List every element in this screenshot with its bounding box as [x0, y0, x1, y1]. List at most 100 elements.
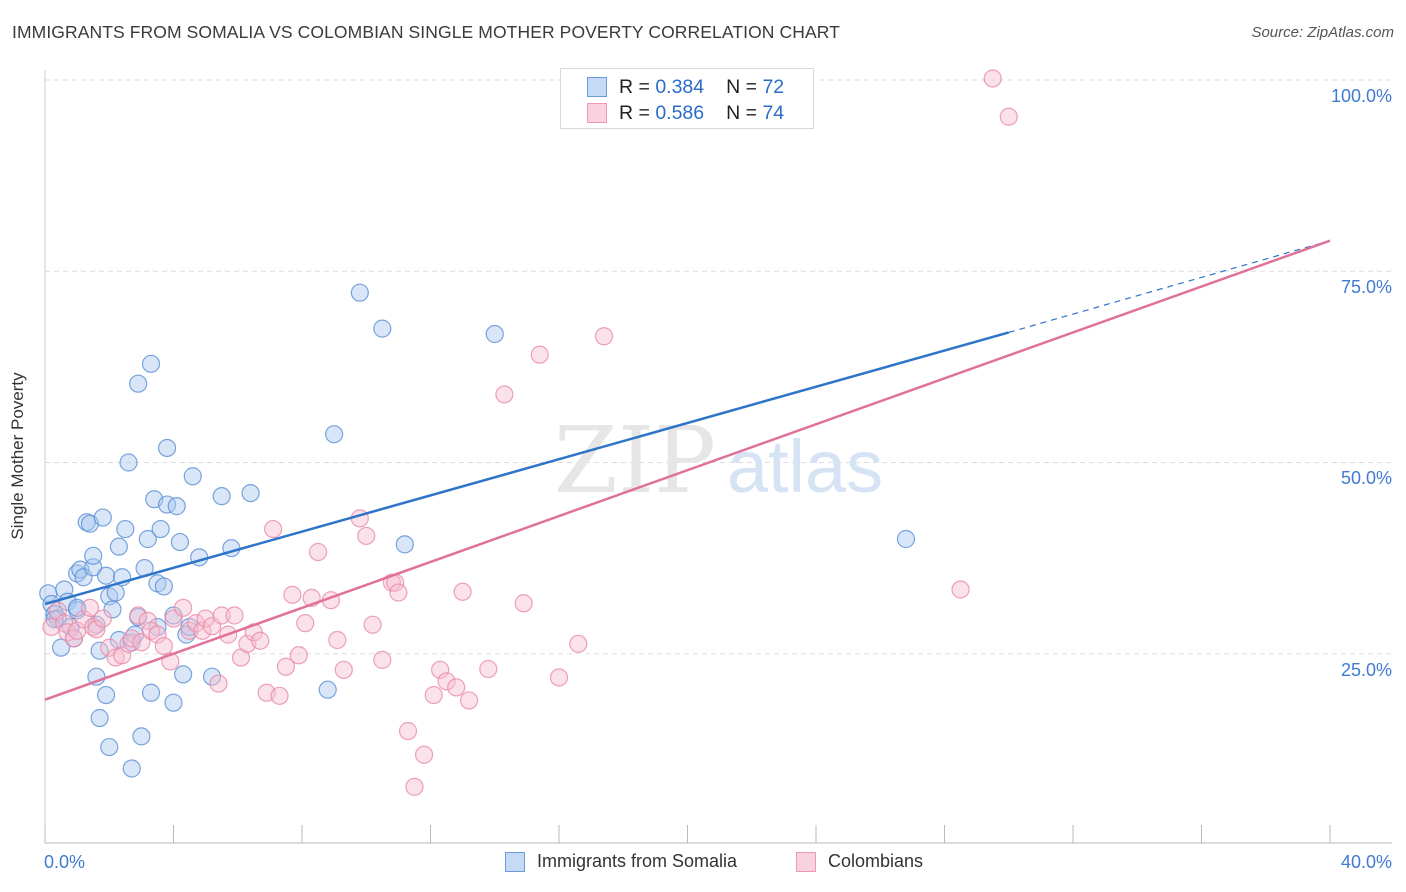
- point-somalia: [119, 453, 138, 472]
- point-colombians: [112, 646, 132, 665]
- legend-swatch-colombians: [587, 103, 607, 123]
- point-colombians: [334, 660, 353, 679]
- point-somalia: [141, 354, 161, 373]
- point-somalia: [241, 484, 260, 503]
- y-tick-label: 100.0%: [1330, 86, 1392, 106]
- point-somalia: [96, 566, 116, 585]
- legend-row-somalia: R = 0.384 N = 72: [587, 75, 784, 99]
- point-somalia: [212, 487, 231, 506]
- point-colombians: [93, 609, 112, 628]
- point-colombians: [154, 636, 173, 656]
- point-colombians: [594, 327, 614, 346]
- chart-title: IMMIGRANTS FROM SOMALIA VS COLOMBIAN SIN…: [12, 22, 840, 42]
- series-legend: Immigrants from Somalia Colombians: [0, 851, 1406, 879]
- point-somalia: [174, 665, 193, 684]
- point-somalia: [116, 519, 135, 539]
- point-colombians: [308, 542, 328, 562]
- point-somalia: [90, 708, 109, 728]
- trend-line-somalia-extension: [1008, 240, 1331, 334]
- point-somalia: [138, 529, 157, 549]
- legend-row-colombians: R = 0.586 N = 74: [587, 101, 784, 125]
- point-colombians: [453, 582, 472, 601]
- point-colombians: [431, 660, 450, 679]
- point-somalia: [164, 693, 183, 712]
- point-colombians: [549, 668, 569, 687]
- watermark-atlas: atlas: [727, 425, 883, 508]
- trend-line-somalia: [44, 331, 1010, 606]
- legend-r-label: R =: [619, 101, 650, 124]
- point-colombians: [87, 620, 106, 639]
- point-somalia: [202, 667, 222, 686]
- legend-r-value: 0.586: [655, 101, 705, 124]
- point-colombians: [389, 583, 408, 602]
- point-colombians: [212, 606, 231, 625]
- point-colombians: [263, 519, 283, 539]
- watermark-zip: ZIP: [554, 407, 716, 514]
- legend-label-somalia: Immigrants from Somalia: [537, 851, 738, 871]
- point-colombians: [437, 672, 456, 691]
- point-colombians: [514, 594, 533, 613]
- point-colombians: [276, 657, 296, 676]
- point-colombians: [129, 606, 148, 625]
- y-tick-label: 75.0%: [1340, 277, 1392, 297]
- point-colombians: [174, 598, 193, 617]
- point-colombians: [495, 385, 514, 404]
- series-somalia-points: [39, 283, 916, 778]
- point-somalia: [122, 759, 141, 778]
- point-somalia: [84, 546, 103, 565]
- y-axis-label: Single Mother Poverty: [8, 372, 27, 540]
- point-somalia: [350, 283, 369, 302]
- legend-r-value: 0.384: [655, 75, 705, 98]
- point-somalia: [395, 535, 414, 554]
- y-tick-label: 25.0%: [1340, 660, 1392, 680]
- point-colombians: [951, 580, 970, 599]
- point-colombians: [80, 598, 100, 617]
- point-somalia: [109, 537, 128, 556]
- point-colombians: [283, 585, 302, 604]
- point-colombians: [373, 650, 392, 669]
- legend-label-colombians: Colombians: [828, 851, 924, 871]
- point-somalia: [96, 685, 116, 705]
- point-colombians: [405, 777, 424, 796]
- point-somalia: [100, 737, 119, 757]
- legend-swatch-somalia: [505, 851, 525, 872]
- trend-line-colombians: [44, 239, 1331, 701]
- point-somalia: [151, 519, 170, 539]
- y-tick-label: 50.0%: [1340, 468, 1392, 488]
- point-colombians: [122, 629, 141, 648]
- point-somalia: [318, 680, 337, 699]
- point-colombians: [479, 659, 498, 679]
- point-somalia: [51, 638, 71, 657]
- point-somalia: [325, 425, 344, 444]
- point-somalia: [485, 324, 504, 344]
- point-colombians: [270, 686, 289, 705]
- point-colombians: [138, 611, 157, 630]
- point-colombians: [357, 526, 376, 546]
- point-colombians: [459, 691, 479, 710]
- point-somalia: [170, 532, 190, 552]
- legend-swatch-somalia: [587, 77, 607, 97]
- point-somalia: [132, 727, 151, 746]
- series-colombians-points: [42, 69, 1018, 796]
- legend-n-label: N =: [726, 101, 758, 124]
- point-colombians: [999, 107, 1018, 126]
- axes: [44, 70, 1392, 844]
- trend-lines: [44, 239, 1331, 701]
- correlation-legend: R = 0.384 N = 72 R = 0.586 N = 74: [560, 68, 814, 129]
- point-colombians: [328, 630, 347, 650]
- point-colombians: [148, 625, 167, 644]
- point-colombians: [363, 615, 382, 634]
- point-colombians: [296, 614, 315, 633]
- point-colombians: [74, 610, 93, 629]
- point-colombians: [414, 745, 434, 764]
- chart-source: Source: ZipAtlas.com: [1251, 24, 1394, 41]
- point-somalia: [373, 319, 392, 338]
- point-somalia: [141, 683, 161, 702]
- point-somalia: [157, 438, 177, 458]
- point-somalia: [154, 577, 173, 596]
- point-colombians: [983, 69, 1002, 88]
- point-somalia: [93, 508, 112, 527]
- point-somalia: [183, 467, 202, 486]
- point-colombians: [225, 606, 244, 625]
